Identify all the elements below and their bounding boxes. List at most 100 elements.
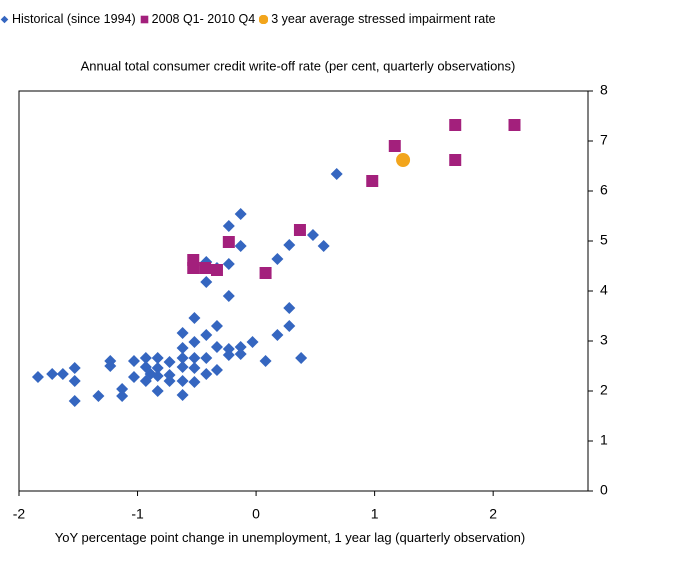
point <box>246 336 259 348</box>
point <box>259 15 269 25</box>
point <box>116 390 129 402</box>
point <box>271 329 284 341</box>
point <box>210 341 223 353</box>
legend-icon <box>259 15 269 25</box>
y-tick-label: 7 <box>600 132 608 148</box>
point <box>259 267 272 279</box>
point <box>293 224 306 236</box>
point <box>151 362 164 374</box>
point <box>200 276 213 288</box>
legend-label: 2008 Q1- 2010 Q4 <box>151 12 256 26</box>
point <box>151 352 164 364</box>
point <box>68 375 81 387</box>
chart-title: Annual total consumer credit write-off r… <box>81 58 516 73</box>
point <box>283 302 296 314</box>
legend-item: 2008 Q1- 2010 Q4 <box>140 12 256 26</box>
y-tick-label: 2 <box>600 382 608 398</box>
point <box>317 240 330 252</box>
point <box>234 341 247 353</box>
point <box>127 371 140 383</box>
point <box>199 262 212 274</box>
legend-label: Historical (since 1994) <box>12 12 136 26</box>
point <box>187 262 200 274</box>
point <box>127 355 140 367</box>
point <box>56 368 69 380</box>
legend-icon <box>0 15 9 24</box>
x-axis-label: YoY percentage point change in unemploym… <box>54 530 526 545</box>
legend-icon <box>140 15 148 24</box>
point <box>234 240 247 252</box>
point <box>116 383 129 395</box>
y-tick-label: 3 <box>600 332 608 348</box>
point <box>283 239 296 251</box>
point <box>283 320 296 332</box>
plot-frame <box>18 90 589 492</box>
point <box>46 368 59 380</box>
legend-label: 3 year average stressed impairment rate <box>271 12 496 26</box>
point <box>222 236 235 248</box>
point <box>68 395 81 407</box>
point <box>140 15 148 24</box>
x-tick-label: 1 <box>371 506 379 522</box>
point <box>188 352 201 364</box>
point <box>388 140 401 152</box>
x-tick-label: -1 <box>131 506 144 522</box>
point <box>68 362 81 374</box>
y-tick-label: 4 <box>600 282 608 298</box>
point <box>92 390 105 402</box>
point <box>200 368 213 380</box>
legend-item: 3 year average stressed impairment rate <box>259 12 496 26</box>
point <box>210 364 223 376</box>
point <box>188 312 201 324</box>
x-tick-label: 2 <box>489 506 497 522</box>
legend: Historical (since 1994) 2008 Q1- 2010 Q4 3… <box>0 12 683 26</box>
point <box>295 352 308 364</box>
point <box>222 220 235 232</box>
point <box>396 153 411 167</box>
y-tick-label: 1 <box>600 432 608 448</box>
y-tick-label: 8 <box>600 82 608 98</box>
x-tick-label: 0 <box>252 506 260 522</box>
point <box>151 385 164 397</box>
point <box>176 352 189 364</box>
point <box>188 376 201 388</box>
point <box>200 329 213 341</box>
point <box>222 349 235 361</box>
y-tick-label: 5 <box>600 232 608 248</box>
point <box>176 375 189 387</box>
point <box>163 375 176 387</box>
point <box>200 352 213 364</box>
point <box>234 348 247 360</box>
point <box>31 371 44 383</box>
point <box>234 208 247 220</box>
point <box>306 229 319 241</box>
point <box>449 119 462 131</box>
point <box>163 356 176 368</box>
point <box>210 264 223 276</box>
point <box>366 175 379 187</box>
point <box>188 362 201 374</box>
point <box>210 320 223 332</box>
point <box>222 290 235 302</box>
point <box>0 15 9 24</box>
point <box>222 258 235 270</box>
point <box>139 352 152 364</box>
point <box>176 327 189 339</box>
point <box>508 119 521 131</box>
point <box>176 342 189 354</box>
point <box>176 361 189 373</box>
point <box>271 253 284 265</box>
point <box>151 370 164 382</box>
point <box>188 336 201 348</box>
y-tick-label: 6 <box>600 182 608 198</box>
point <box>176 389 189 401</box>
legend-item: Historical (since 1994) <box>0 12 136 26</box>
point <box>330 168 343 180</box>
point <box>449 154 462 166</box>
point <box>104 360 117 372</box>
y-tick-label: 0 <box>600 482 608 498</box>
point <box>259 355 272 367</box>
x-tick-label: -2 <box>13 506 26 522</box>
